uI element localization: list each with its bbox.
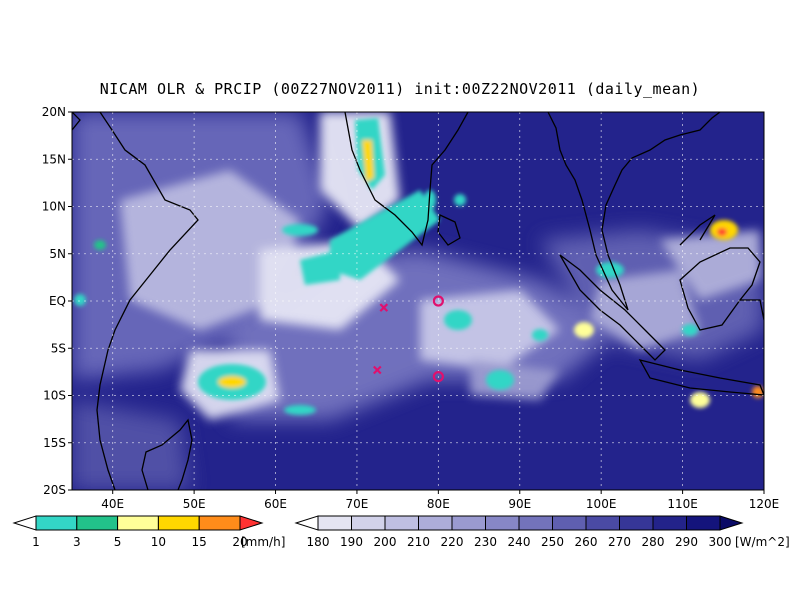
colorbar-box: [518, 515, 553, 531]
colorbar-box: [35, 515, 78, 531]
lon-tick-label: 120E: [749, 497, 780, 511]
lon-tick-label: 70E: [346, 497, 369, 511]
colorbar-tick-label: 270: [608, 535, 631, 549]
colorbar-tick-label: 200: [374, 535, 397, 549]
colorbar-tick-label: 230: [474, 535, 497, 549]
lat-tick-label: 20S: [43, 483, 66, 497]
colorbar-box: [117, 515, 159, 531]
colorbar-end-low: [294, 515, 319, 531]
precip-cells: [74, 118, 764, 415]
storm-x-marker: [373, 365, 382, 375]
colorbar-end-high: [239, 515, 264, 531]
colorbar-box: [552, 515, 587, 531]
colorbar-tick-label: 180: [307, 535, 330, 549]
longitude-axis: 40E 50E 60E 70E 80E 90E 100E 110E 120E: [101, 490, 779, 511]
lon-tick-label: 100E: [586, 497, 617, 511]
colorbar-box: [418, 515, 453, 531]
lon-tick-label: 40E: [101, 497, 124, 511]
lon-tick-label: 50E: [183, 497, 206, 511]
colorbar-tick-label: 280: [642, 535, 665, 549]
colorbar-tick-label: 300: [709, 535, 732, 549]
colorbar-box: [351, 515, 386, 531]
colorbar-box: [485, 515, 520, 531]
lon-tick-label: 110E: [667, 497, 698, 511]
colorbar-tick-label: 10: [151, 535, 166, 549]
colorbar-tick-label: 20: [232, 535, 247, 549]
colorbar-unit: [mm/h]: [241, 535, 285, 549]
olr-legend: 180 190 200 210 220 230 240 250 260 270 280 290 300[…: [294, 515, 790, 549]
colorbar-box: [317, 515, 352, 531]
colorbar-tick-label: 260: [575, 535, 598, 549]
colorbar-unit: [W/m^2]: [735, 535, 790, 549]
storm-markers: [373, 295, 444, 383]
storm-circle-marker: [432, 371, 444, 383]
colorbar-box: [157, 515, 200, 531]
colorbar-tick-label: 3: [73, 535, 81, 549]
colorbar-box: [585, 515, 620, 531]
colorbar-box: [652, 515, 687, 531]
colorbar-tick-label: 5: [114, 535, 122, 549]
lat-tick-label: 10S: [43, 389, 66, 403]
lat-tick-label: 5N: [49, 247, 66, 261]
map-title: NICAM OLR & PRCIP (00Z27NOV2011) init:00…: [99, 80, 701, 98]
colorbar-end-high: [719, 515, 744, 531]
lon-tick-label: 60E: [264, 497, 287, 511]
lat-tick-label: EQ: [49, 294, 66, 308]
lat-tick-label: 5S: [51, 341, 66, 355]
colorbar-tick-label: 210: [407, 535, 430, 549]
colorbar-box: [451, 515, 486, 531]
colorbar-end-low: [12, 515, 37, 531]
map-gridlines: [72, 112, 764, 490]
lon-tick-label: 90E: [508, 497, 531, 511]
colorbar-box: [384, 515, 419, 531]
storm-x-marker: [379, 303, 389, 312]
latitude-axis: 20N 15N 10N 5N EQ 5S 10S 15S 20S: [42, 105, 72, 497]
colorbar-box: [76, 515, 119, 531]
colorbar-tick-label: 190: [340, 535, 363, 549]
colorbar-tick-label: 1: [32, 535, 40, 549]
colorbar-box: [686, 515, 721, 531]
lat-tick-label: 15N: [42, 152, 66, 166]
colorbar-tick-label: 240: [508, 535, 531, 549]
colorbar-tick-label: 250: [541, 535, 564, 549]
precip-legend: 1 3 5 10 15 20[mm/h]: [12, 515, 285, 549]
colorbar-tick-label: 220: [441, 535, 464, 549]
lat-tick-label: 15S: [43, 436, 66, 450]
lon-tick-label: 80E: [427, 497, 450, 511]
coastlines: [72, 112, 764, 490]
storm-circle-marker: [432, 295, 444, 307]
colorbar-box: [198, 515, 241, 531]
colorbar-tick-label: 290: [675, 535, 698, 549]
colorbar-tick-label: 15: [192, 535, 207, 549]
colorbar-box: [619, 515, 654, 531]
lat-tick-label: 10N: [42, 200, 66, 214]
lat-tick-label: 20N: [42, 105, 66, 119]
